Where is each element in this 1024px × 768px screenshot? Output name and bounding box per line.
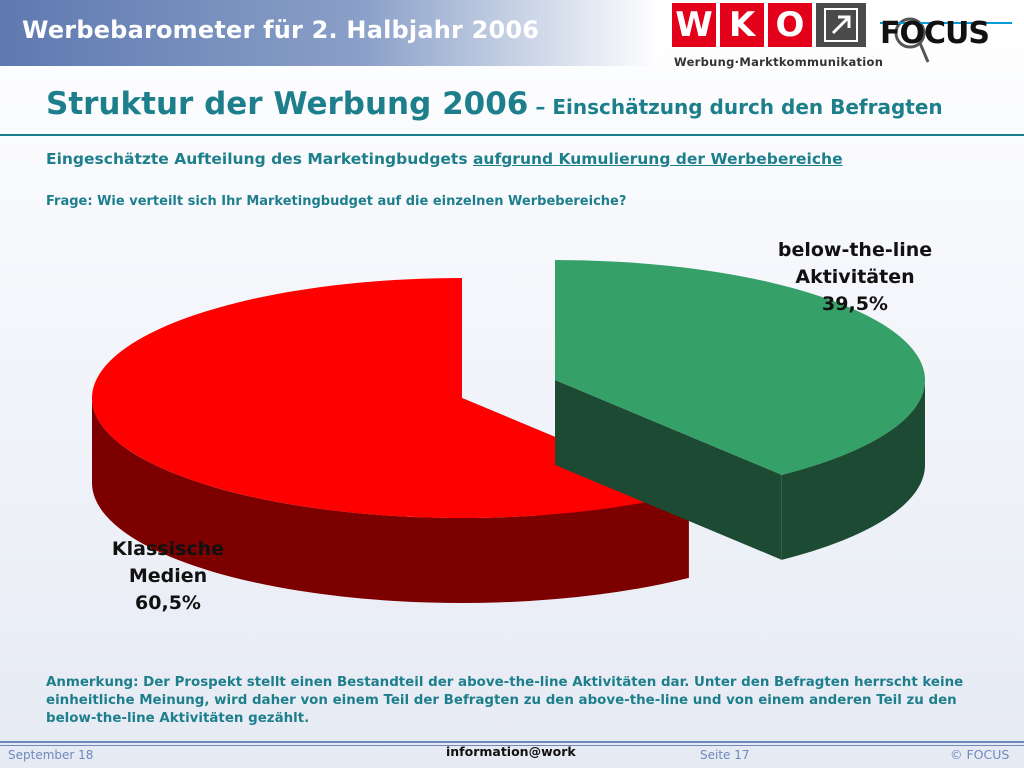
title-divider [0, 134, 1024, 136]
slice-klassische-medien [91, 278, 689, 603]
wko-logo: W K O Werbung·Marktkommunikation [672, 3, 883, 71]
label-below-the-line-line-0: below-the-line [778, 239, 932, 261]
survey-question: Frage: Wie verteilt sich Ihr Marketingbu… [46, 194, 627, 209]
arrow-up-right-icon [816, 3, 866, 47]
slice-below-the-line-side [781, 380, 925, 560]
subtitle-prefix: Eingeschätzte Aufteilung des Marketingbu… [46, 150, 473, 168]
slide-title-suffix: – Einschätzung durch den Befragten [528, 95, 943, 119]
label-klassische-medien: Klassische Medien 60,5% [112, 538, 224, 614]
slide-title-main: Struktur der Werbung 2006 [46, 86, 529, 122]
pie-chart: below-the-line Aktivitäten 39,5% Klassische… [91, 239, 932, 614]
label-klassische-medien-line-1: Medien [129, 565, 207, 587]
slice-below-the-line-cut-1 [555, 380, 782, 560]
footer-brand: information@work [446, 744, 576, 759]
footer-rule-thin [0, 745, 1024, 746]
slice-below-the-line-top [555, 260, 926, 475]
label-klassische-medien-line-0: Klassische [112, 538, 224, 560]
label-below-the-line-line-1: Aktivitäten [795, 266, 914, 288]
footer-page-number: Seite 17 [700, 748, 750, 762]
footer-date: September 18 [8, 748, 94, 762]
wko-subline: Werbung·Marktkommunikation [674, 55, 884, 69]
subtitle-underlined: aufgrund Kumulierung der Werbebereiche [472, 150, 843, 168]
label-below-the-line-line-2: 39,5% [822, 293, 888, 315]
footer-copyright: © FOCUS [950, 747, 1010, 762]
focus-wordmark: FOCUS [880, 16, 990, 51]
focus-logo: FOCUS [880, 6, 1012, 70]
wko-letter-w: W [672, 3, 716, 47]
label-klassische-medien-line-2: 60,5% [135, 592, 201, 614]
slide-note: Anmerkung: Der Prospekt stellt einen Bes… [46, 675, 964, 726]
header-title: Werbebarometer für 2. Halbjahr 2006 [22, 16, 540, 44]
label-below-the-line: below-the-line Aktivitäten 39,5% [778, 239, 932, 315]
wko-letter-k: K [720, 3, 764, 47]
slice-below-the-line [555, 260, 926, 560]
slice-klassische-medien-top [91, 278, 689, 518]
header-bar [0, 0, 660, 66]
wko-letter-o: O [768, 3, 812, 47]
slide-subtitle: Eingeschätzte Aufteilung des Marketingbu… [46, 150, 843, 168]
slice-klassische-medien-side [92, 398, 689, 603]
slide-title: Struktur der Werbung 2006 – Einschätzung… [46, 86, 943, 122]
footer-rule [0, 741, 1024, 743]
